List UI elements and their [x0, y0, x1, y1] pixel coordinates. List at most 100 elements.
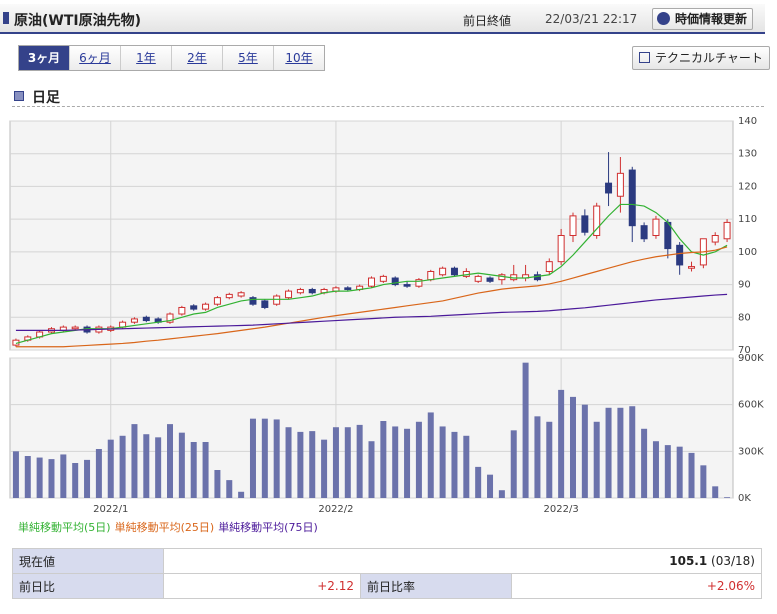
volume-bar [593, 421, 600, 498]
candle-body [640, 225, 648, 240]
title: 原油(WTI原油先物) [14, 13, 141, 29]
volume-bar [36, 457, 43, 498]
volume-bar [487, 474, 494, 498]
candle-body [569, 215, 577, 236]
legend-entry: 単純移動平均(25日) [115, 520, 215, 534]
volume-bar [107, 439, 114, 498]
volume-bar [688, 452, 695, 498]
x-tick-label: 2022/1 [93, 504, 128, 515]
volume-bar [12, 451, 19, 498]
header-marker [3, 12, 9, 24]
period-tab[interactable]: 1年 [120, 46, 171, 70]
candle-body [711, 235, 719, 243]
candle-body [616, 172, 624, 197]
volume-bar [546, 421, 553, 498]
row: 現在値 105.1 (03/18) [12, 548, 762, 574]
volume-bar [178, 432, 185, 498]
volume-bar [581, 404, 588, 498]
candle-body [379, 275, 387, 282]
candle-body [427, 270, 435, 281]
candle-body [213, 297, 221, 305]
volume-bar [724, 497, 731, 498]
candle-body [344, 287, 352, 290]
plot-area [9, 120, 734, 351]
candle-body [142, 316, 150, 322]
candle-body [593, 205, 601, 237]
volume-bar [72, 463, 79, 498]
volume-bar [605, 407, 612, 498]
candle-body [308, 288, 316, 294]
volume-bar [368, 441, 375, 498]
candle-body [225, 293, 233, 299]
refresh-label: 時価情報更新 [675, 12, 748, 26]
period-tab[interactable]: 5年 [222, 46, 273, 70]
volume-bar [131, 424, 138, 498]
refresh-button[interactable]: 時価情報更新 [652, 8, 754, 30]
volume-bar [214, 470, 221, 498]
technical-label: テクニカルチャート [655, 51, 763, 65]
volume-bar [297, 431, 304, 498]
volume-bar [415, 421, 422, 498]
period-tab[interactable]: 6ヶ月 [69, 46, 120, 70]
period-tab[interactable]: 10年 [273, 46, 324, 70]
y-tick-label: 120 [738, 181, 757, 192]
volume-bar [321, 439, 328, 498]
technical-button[interactable]: テクニカルチャート [632, 46, 770, 70]
candle-body [450, 267, 458, 276]
candle-body [474, 275, 482, 282]
candle-body [605, 182, 613, 194]
volume-bar [664, 445, 671, 498]
cell-value: +2.06% [511, 573, 762, 599]
volume-bar [84, 459, 91, 498]
volume-bar [356, 424, 363, 498]
candle-body [178, 306, 186, 315]
cell-label: 現在値 [12, 548, 164, 574]
volume-bar [475, 466, 482, 498]
y-tick-label: 0K [738, 493, 751, 504]
volume-bar [569, 396, 576, 498]
y-tick-label: 130 [738, 149, 757, 160]
candle-body [676, 244, 684, 266]
volume-bar [652, 441, 659, 498]
x-tick-label: 2022/2 [318, 504, 353, 515]
volume-bar [451, 431, 458, 498]
row: 前日比 +2.12 前日比率 +2.06% [12, 573, 762, 599]
volume-bar [60, 454, 67, 498]
volume-bar [522, 362, 529, 498]
close-label: 前日終値 [463, 14, 512, 28]
candle-body [273, 295, 281, 305]
period-tab[interactable]: 2年 [171, 46, 222, 70]
volume-bar [332, 427, 339, 498]
volume-bar [534, 416, 541, 498]
y-tick-label: 90 [738, 280, 751, 291]
candle-body [71, 326, 79, 330]
candle-body [166, 313, 174, 323]
y-tick-label: 70 [738, 345, 751, 356]
y-tick-label: 140 [738, 116, 757, 127]
refresh-icon [657, 12, 670, 25]
volume-bar [285, 427, 292, 498]
y-tick-label: 900K [738, 353, 764, 364]
y-tick-label: 300K [738, 446, 764, 457]
volume-bar [427, 412, 434, 498]
technical-icon [639, 52, 650, 63]
candle-body [664, 221, 672, 250]
volume-bar [498, 490, 505, 498]
candle-body [296, 288, 304, 294]
moving-average-line [15, 203, 728, 345]
cell-value: +2.12 [163, 573, 361, 599]
volume-bar [344, 427, 351, 498]
volume-bar [641, 428, 648, 498]
period-tabs: 3ヶ月 6ヶ月 1年 2年 5年 10年 [18, 45, 325, 71]
candle-body [391, 277, 399, 286]
legend-entry: 単純移動平均(75日) [218, 520, 318, 534]
candle-body [723, 221, 731, 240]
candle-body [130, 318, 138, 323]
volume-bar [404, 428, 411, 498]
legend-entry: 単純移動平均(5日) [18, 520, 111, 534]
volume-bar [261, 418, 268, 498]
volume-bar [273, 419, 280, 498]
period-tab[interactable]: 3ヶ月 [19, 46, 69, 70]
y-tick-label: 80 [738, 312, 751, 323]
